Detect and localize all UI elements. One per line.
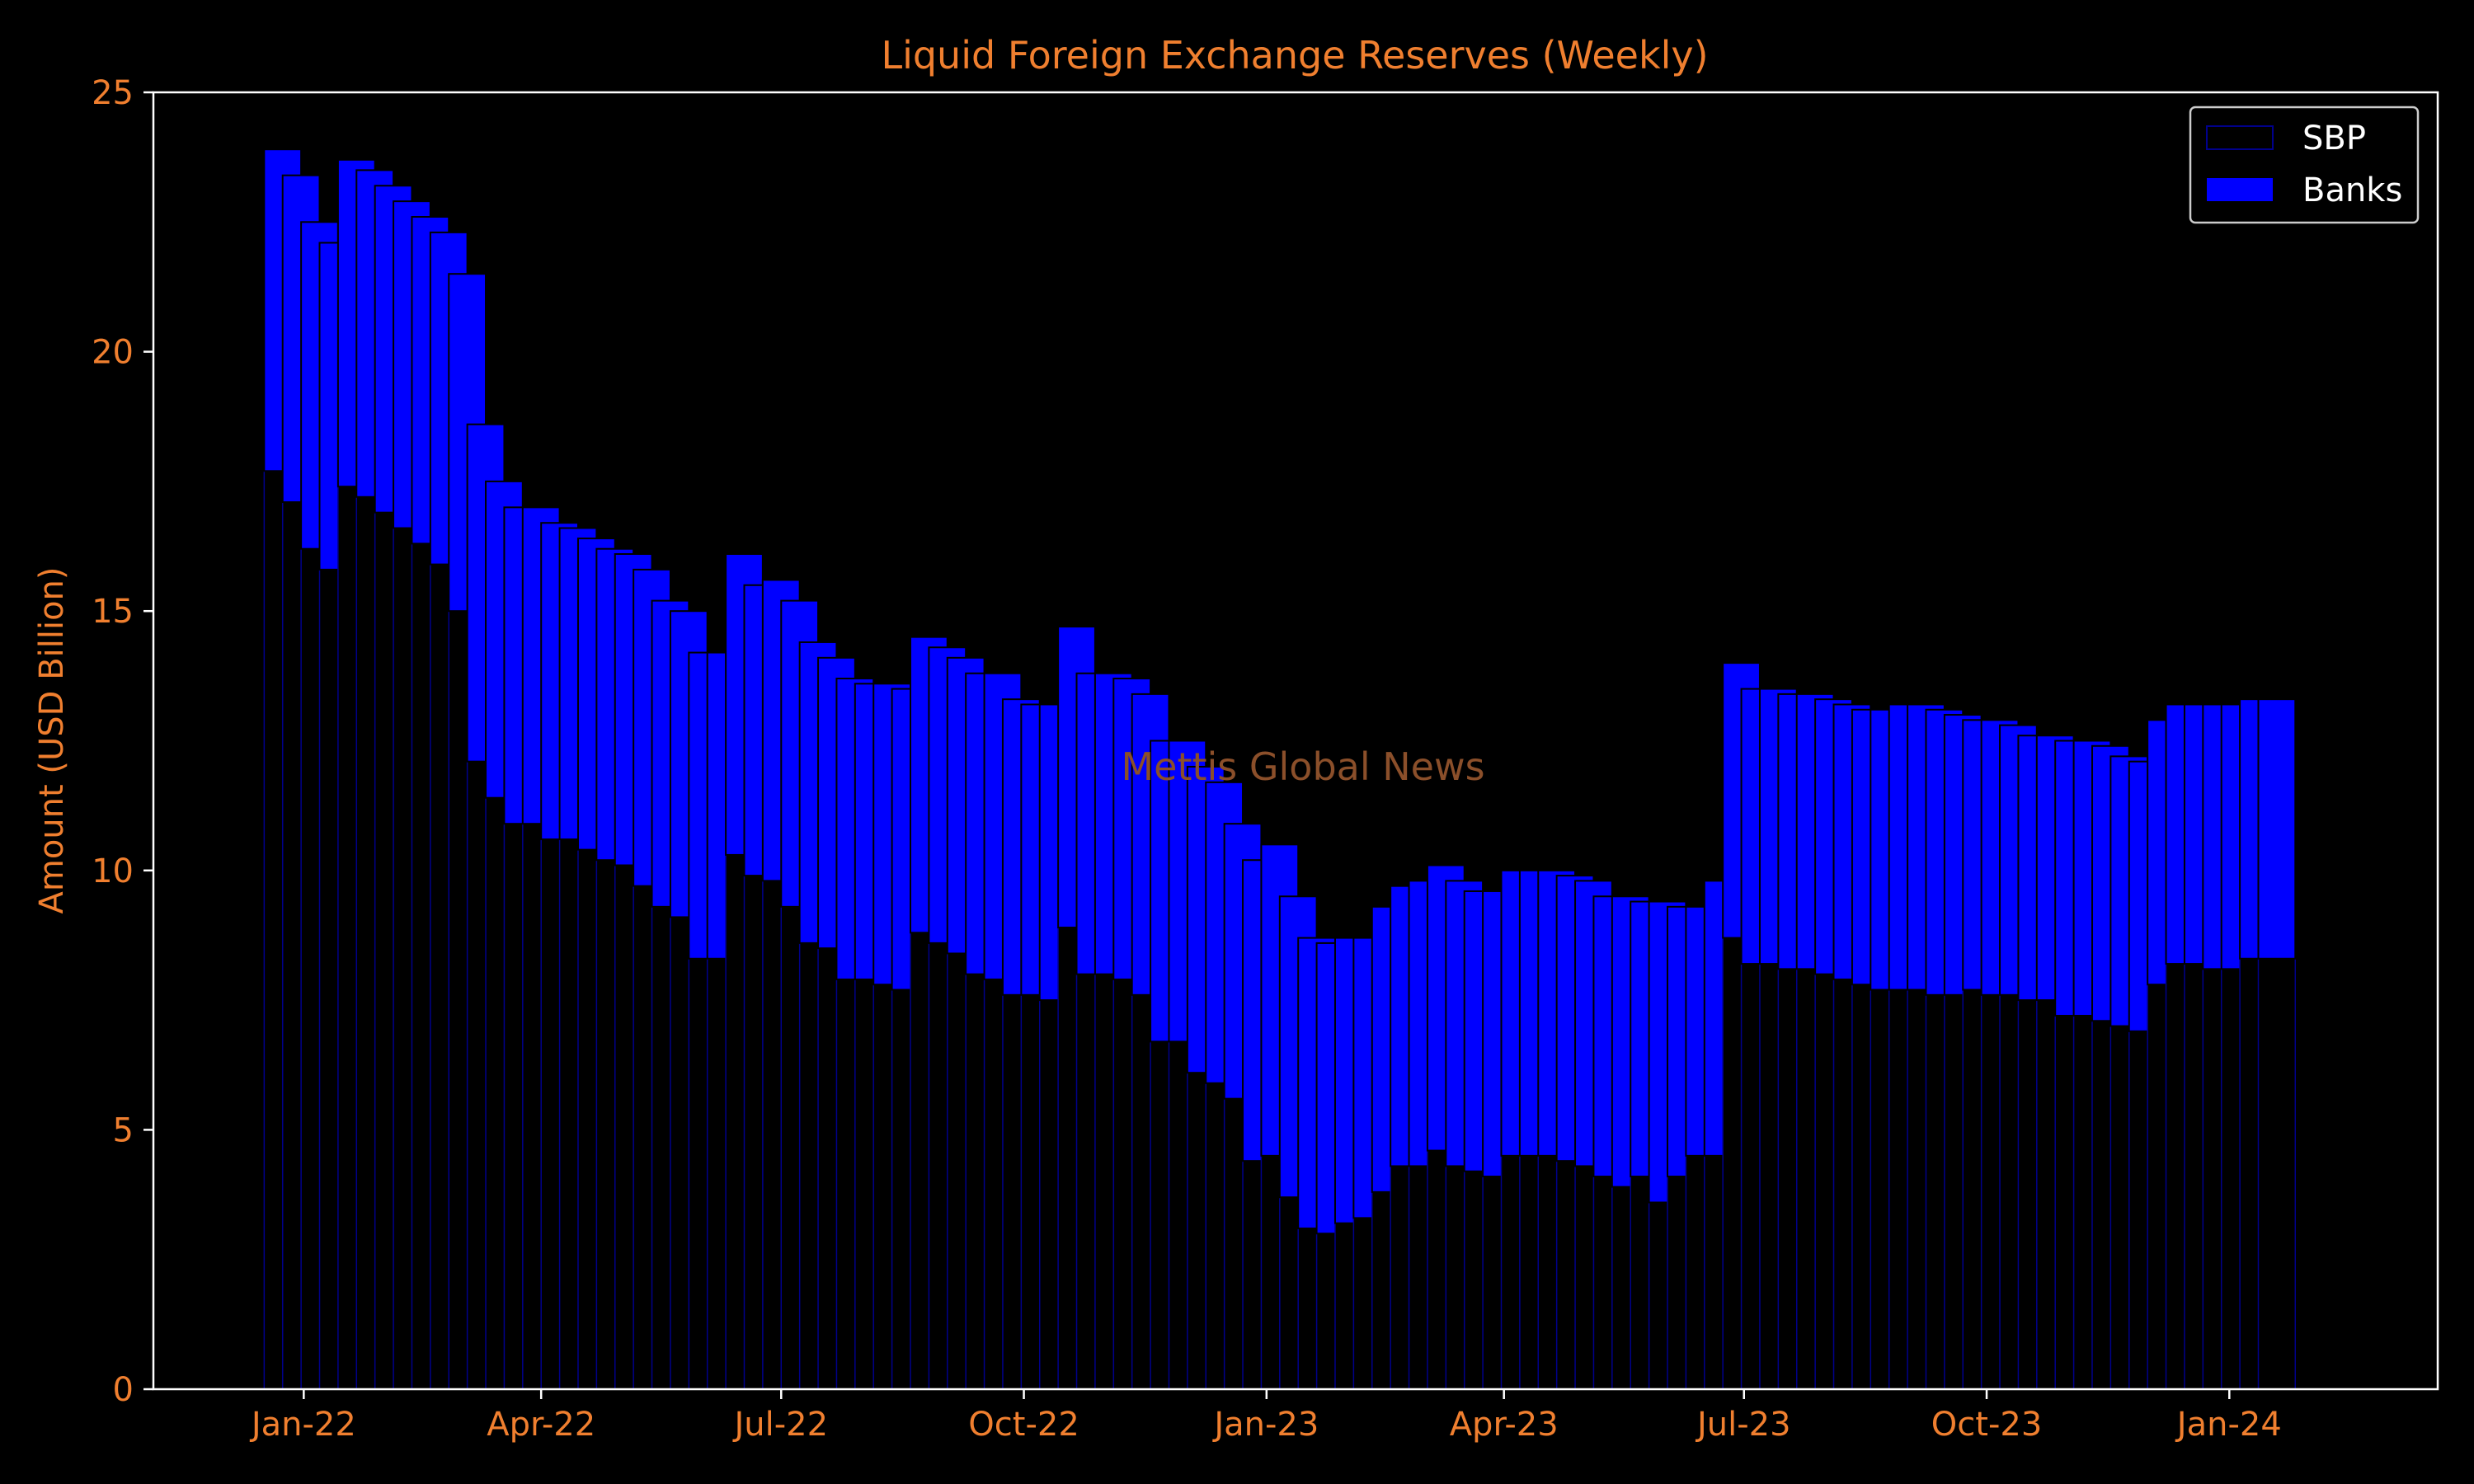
x-tick-label: Jan-22 — [249, 1406, 356, 1444]
x-tick-label: Apr-22 — [487, 1406, 595, 1444]
x-axis: Jan-22 Apr-22 Jul-22 Oct-22 Jan-23 Apr-23 Jul-… — [249, 1389, 2282, 1444]
legend-label-sbp: SBP — [2302, 120, 2366, 157]
plot-frame — [152, 91, 2439, 1391]
x-tick-label: Jul-23 — [1695, 1406, 1791, 1444]
y-tick-label: 5 — [113, 1111, 134, 1149]
y-tick-label: 15 — [92, 593, 134, 631]
y-tick-label: 0 — [113, 1371, 134, 1409]
y-axis-title: Amount (USD Billion) — [33, 566, 71, 913]
watermark-annotation: Mettis Global News — [1121, 744, 1484, 789]
x-tick-label: Apr-23 — [1450, 1406, 1559, 1444]
x-tick-label: Jul-22 — [731, 1406, 828, 1444]
x-tick-label: Oct-22 — [968, 1406, 1079, 1444]
bars-group — [263, 148, 2297, 1390]
chart-title: Liquid Foreign Exchange Reserves (Weekly… — [881, 33, 1708, 77]
legend-swatch-banks — [2207, 178, 2273, 201]
bar-sbp — [2257, 958, 2297, 1390]
legend-swatch-sbp — [2206, 125, 2274, 150]
y-tick-label: 20 — [92, 334, 134, 372]
bar-banks — [2257, 698, 2297, 960]
x-tick-label: Jan-23 — [1211, 1406, 1319, 1444]
legend-label-banks: Banks — [2302, 171, 2402, 209]
y-axis: 0 5 10 15 20 25 — [92, 74, 153, 1409]
y-tick-label: 10 — [92, 852, 134, 890]
y-tick-label: 25 — [92, 74, 134, 112]
legend: SBP Banks — [2189, 106, 2420, 224]
x-tick-label: Oct-23 — [1931, 1406, 2043, 1444]
x-tick-label: Jan-24 — [2175, 1406, 2282, 1444]
